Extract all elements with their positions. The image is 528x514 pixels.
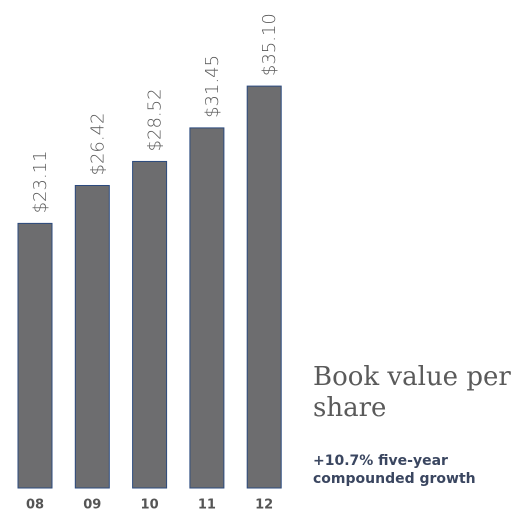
bar	[246, 85, 282, 489]
bar	[17, 222, 53, 489]
bar	[189, 127, 225, 489]
x-tick-label: 11	[198, 498, 216, 513]
x-tick-label: 09	[83, 498, 101, 513]
x-tick-label: 08	[26, 498, 44, 513]
value-label: $28.52	[145, 88, 166, 151]
value-label: $35.10	[259, 13, 280, 76]
x-tick-label: 10	[141, 498, 159, 513]
value-label: $26.42	[87, 113, 108, 176]
x-tick-label: 12	[255, 498, 273, 513]
chart-subtitle: +10.7% five-year compounded growth	[313, 453, 476, 487]
value-label: $23.11	[30, 150, 51, 213]
bar	[74, 184, 110, 489]
chart-title: Book value per share	[313, 362, 511, 423]
bar	[132, 160, 168, 489]
value-label: $31.45	[202, 55, 223, 118]
